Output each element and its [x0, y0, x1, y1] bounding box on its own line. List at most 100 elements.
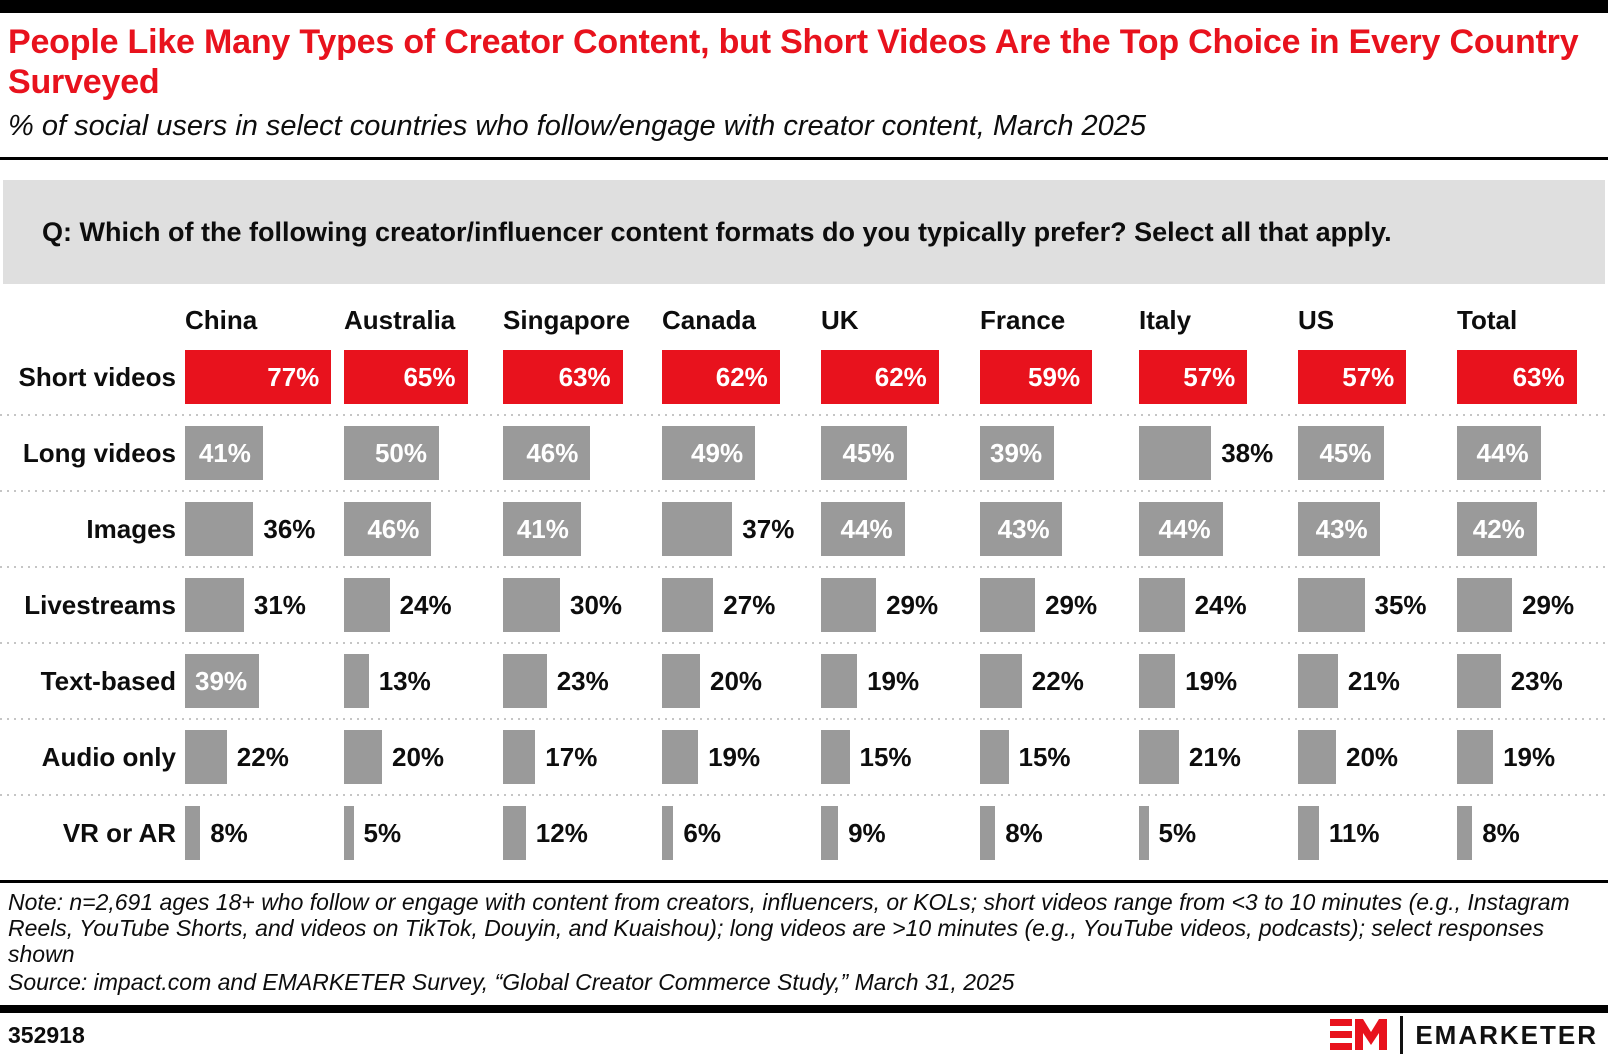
bar-cell: 41% — [185, 416, 344, 490]
bar-cell: 44% — [1139, 492, 1298, 566]
bar-cell: 29% — [821, 568, 980, 642]
bar-cell: 44% — [821, 492, 980, 566]
bar-cell: 43% — [1298, 492, 1457, 566]
value-label: 15% — [1018, 741, 1071, 772]
bar: 39% — [980, 426, 1055, 480]
bar: 46% — [503, 426, 591, 480]
value-label: 23% — [556, 665, 609, 696]
row-separator — [0, 718, 1608, 720]
bar-cell: 13% — [344, 644, 503, 718]
value-label: 8% — [1005, 817, 1043, 848]
value-label: 45% — [1319, 438, 1372, 468]
bar-cell: 46% — [503, 416, 662, 490]
bar — [185, 502, 254, 556]
bar-cell: 43% — [980, 492, 1139, 566]
value-label: 39% — [195, 666, 248, 696]
bar-cell: 42% — [1457, 492, 1537, 566]
value-label: 31% — [253, 589, 306, 620]
bar — [503, 730, 536, 784]
bar-cell: 35% — [1298, 568, 1457, 642]
bar-cell: 19% — [1457, 720, 1555, 794]
bar-cell: 23% — [1457, 644, 1563, 718]
bar: 44% — [1457, 426, 1541, 480]
bar-cell: 20% — [662, 644, 821, 718]
bar: 39% — [185, 654, 260, 708]
value-label: 23% — [1510, 665, 1563, 696]
bar — [1298, 578, 1365, 632]
bar-cell: 30% — [503, 568, 662, 642]
bar — [821, 654, 858, 708]
value-label: 24% — [399, 589, 452, 620]
chart-id: 352918 — [8, 1021, 85, 1048]
column-header: Australia — [344, 305, 456, 335]
page-title: People Like Many Types of Creator Conten… — [8, 23, 1579, 101]
row-label: Audio only — [41, 742, 176, 772]
value-label: 22% — [1031, 665, 1084, 696]
row-label: VR or AR — [62, 818, 176, 848]
bar — [344, 654, 369, 708]
bar — [185, 806, 201, 860]
bar-cell: 11% — [1298, 796, 1457, 870]
column-header: Singapore — [503, 305, 631, 335]
bar-cell: 8% — [980, 796, 1139, 870]
value-label: 65% — [403, 362, 456, 392]
bar-cell: 20% — [1298, 720, 1457, 794]
survey-question-box: Q: Which of the following creator/influe… — [3, 180, 1605, 284]
bar-cell: 37% — [662, 492, 821, 566]
bar-cell: 65% — [344, 340, 503, 414]
bar-highlighted: 63% — [503, 350, 623, 404]
chart-header: People Like Many Types of Creator Conten… — [0, 13, 1608, 143]
value-label: 17% — [545, 741, 598, 772]
column-header: US — [1298, 305, 1335, 335]
value-label: 29% — [1522, 589, 1575, 620]
bar-cell: 63% — [503, 340, 662, 414]
value-label: 59% — [1028, 362, 1081, 392]
bar — [1139, 578, 1185, 632]
bar-cell: 59% — [980, 340, 1139, 414]
bar — [1457, 654, 1501, 708]
bar — [662, 578, 714, 632]
bar-cell: 29% — [1457, 568, 1574, 642]
bar-cell: 19% — [1139, 644, 1298, 718]
bar-cell: 12% — [503, 796, 662, 870]
bar — [344, 806, 354, 860]
column-header: Canada — [662, 305, 756, 335]
bar-cell: 31% — [185, 568, 344, 642]
bar: 43% — [1298, 502, 1380, 556]
value-label: 43% — [1315, 514, 1368, 544]
value-label: 44% — [1476, 438, 1529, 468]
bar: 43% — [980, 502, 1062, 556]
value-label: 22% — [236, 741, 289, 772]
bar-cell: 57% — [1139, 340, 1298, 414]
bar — [1457, 730, 1494, 784]
bar-highlighted: 57% — [1139, 350, 1248, 404]
chart-row: Short videos 77% 65% 63% 62% 62% 59% 57% 57% 63% — [0, 340, 1608, 414]
row-label: Images — [86, 514, 176, 544]
bar-cell: 36% — [185, 492, 344, 566]
value-label: 62% — [874, 362, 927, 392]
bar-cell: 39% — [185, 644, 344, 718]
bar — [662, 502, 733, 556]
source-text: Source: impact.com and EMARKETER Survey,… — [8, 969, 1015, 995]
footer-divider-bar — [0, 1005, 1608, 1013]
value-label: 39% — [990, 438, 1043, 468]
bar: 50% — [344, 426, 439, 480]
value-label: 35% — [1374, 589, 1427, 620]
footnotes: Note: n=2,691 ages 18+ who follow or eng… — [0, 883, 1608, 995]
value-label: 46% — [367, 514, 420, 544]
bar: 45% — [821, 426, 907, 480]
bar: 44% — [1139, 502, 1223, 556]
column-header-row: China Australia Singapore Canada UK France Ita… — [0, 284, 1608, 340]
value-label: 37% — [742, 513, 795, 544]
value-label: 41% — [516, 514, 569, 544]
value-label: 15% — [859, 741, 912, 772]
value-label: 20% — [392, 741, 445, 772]
row-label: Text-based — [40, 666, 176, 696]
bar: 41% — [185, 426, 263, 480]
bar: 49% — [662, 426, 756, 480]
row-separator — [0, 414, 1608, 416]
bar — [980, 654, 1022, 708]
value-label: 62% — [715, 362, 768, 392]
value-label: 49% — [691, 438, 744, 468]
value-label: 27% — [723, 589, 776, 620]
